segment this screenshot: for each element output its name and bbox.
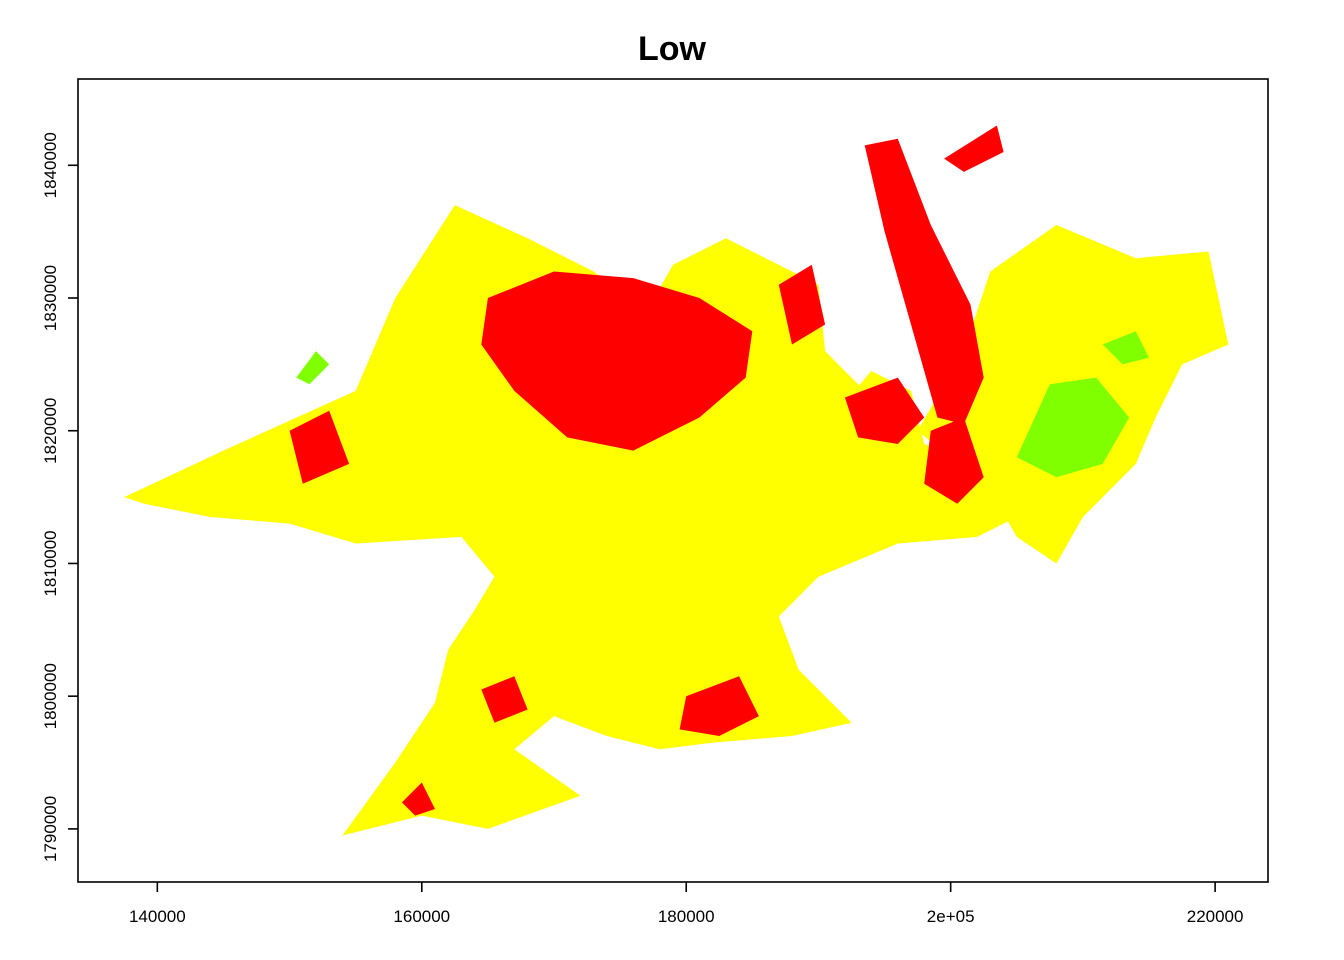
region-mid-class-0 — [124, 205, 1031, 836]
region-high-class-7 — [778, 264, 826, 345]
y-tick-label: 1790000 — [41, 796, 60, 862]
raster-layer — [124, 125, 1229, 836]
region-high-class-9 — [864, 138, 984, 425]
y-tick-label: 1800000 — [41, 663, 60, 729]
plot-frame — [77, 78, 1269, 883]
x-tick-label: 140000 — [129, 907, 186, 926]
x-tick-label: 160000 — [393, 907, 450, 926]
x-tick-label: 180000 — [658, 907, 715, 926]
region-high-class-11 — [944, 125, 1004, 172]
region-high-class-13 — [481, 676, 528, 723]
x-axis: 140000 160000 180000 2e+05 220000 — [129, 882, 1244, 926]
region-high-class-14 — [289, 410, 350, 484]
x-tick-label: 2e+05 — [927, 907, 975, 926]
region-high-class-15 — [401, 782, 435, 816]
region-low-class-3 — [1016, 377, 1130, 478]
y-tick-label: 1840000 — [41, 132, 60, 198]
y-axis: 1790000 1800000 1810000 1820000 1830000 18400… — [41, 132, 78, 862]
y-tick-label: 1810000 — [41, 530, 60, 596]
region-low-class-4 — [1102, 331, 1149, 365]
y-tick-label: 1830000 — [41, 265, 60, 331]
region-low-class-5 — [296, 351, 330, 385]
region-high-class-10 — [924, 417, 984, 504]
y-tick-label: 1820000 — [41, 398, 60, 464]
region-high-class-6 — [481, 271, 753, 451]
region-high-class-12 — [679, 676, 759, 736]
map-title: Low — [638, 30, 707, 68]
region-high-class-8 — [844, 377, 925, 444]
x-tick-label: 220000 — [1187, 907, 1244, 926]
